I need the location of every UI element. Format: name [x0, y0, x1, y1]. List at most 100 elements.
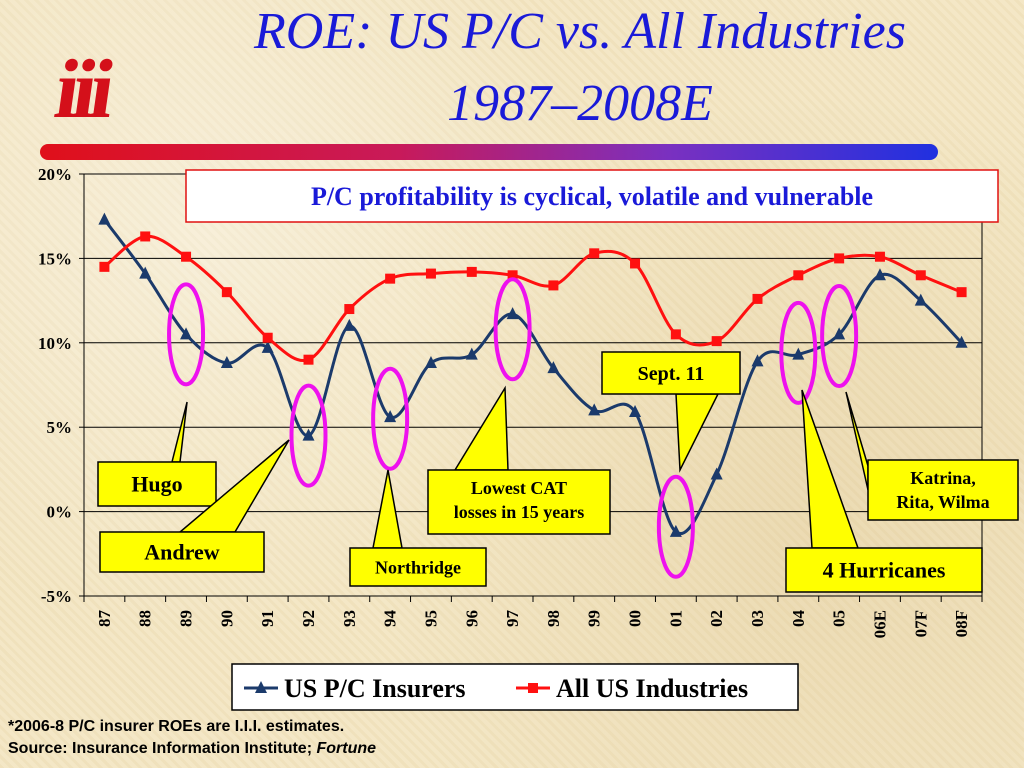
callout-box — [601, 351, 741, 395]
pc-triangle-marker — [955, 335, 968, 348]
all-square-marker — [670, 329, 681, 340]
callout-label: Northridge — [375, 557, 461, 577]
x-tick-label: 05 — [830, 610, 849, 627]
all-square-marker — [425, 268, 436, 279]
legend-box — [231, 663, 799, 711]
pc-triangle-marker — [914, 293, 927, 306]
source-text: Source: Insurance Information Institute; — [8, 740, 317, 757]
all-square-marker — [630, 258, 641, 269]
all-square-marker — [589, 248, 600, 259]
x-tick-label: 97 — [503, 610, 522, 628]
pc-triangle-marker — [669, 524, 682, 537]
pc-triangle-marker — [792, 347, 805, 360]
x-tick-label: 92 — [299, 610, 318, 627]
pc-triangle-marker — [180, 327, 193, 340]
callout-box — [99, 531, 265, 573]
legend-label: US P/C Insurers — [284, 674, 466, 703]
pc-triangle-marker — [139, 266, 152, 279]
source-fortune: Fortune — [316, 740, 377, 757]
all-square-marker — [303, 354, 314, 365]
x-tick-label: 98 — [544, 610, 563, 627]
pc-triangle-marker — [220, 356, 233, 369]
callout-label: 4 Hurricanes — [823, 558, 946, 583]
gradient-divider — [40, 144, 938, 160]
x-tick-label: 02 — [707, 610, 726, 627]
all-square-marker — [874, 251, 885, 262]
pc-triangle-marker — [751, 354, 764, 367]
callout-pointer — [845, 391, 869, 491]
pc-triangle-marker — [424, 356, 437, 369]
callout-label: Katrina, Rita, Wilma — [896, 468, 989, 512]
series-line-all-industries — [103, 234, 963, 363]
y-tick-label: -5% — [41, 587, 72, 606]
y-tick-label: 5% — [47, 418, 73, 437]
callout-box — [867, 459, 1019, 521]
callout-pointer — [801, 389, 860, 549]
slide-title-line1: ROE: US P/C vs. All Industries — [254, 3, 906, 60]
callout-label: Sept. 11 — [638, 363, 705, 385]
event-ellipse — [289, 383, 328, 488]
pc-triangle-marker — [547, 361, 560, 374]
pc-triangle-marker — [710, 467, 723, 480]
x-tick-label: 91 — [258, 610, 277, 627]
all-square-marker — [834, 253, 845, 264]
x-tick-label: 07F — [911, 610, 930, 637]
all-square-marker — [140, 231, 151, 242]
all-square-marker — [466, 266, 477, 277]
y-tick-label: 0% — [47, 503, 73, 522]
event-ellipse — [779, 300, 818, 405]
x-tick-label: 04 — [789, 610, 808, 628]
all-square-marker — [793, 270, 804, 281]
x-tick-label: 87 — [95, 610, 114, 628]
pc-triangle-marker — [302, 428, 315, 441]
event-ellipse — [493, 277, 532, 382]
pc-triangle-marker — [98, 212, 111, 225]
pc-triangle-marker — [588, 403, 601, 416]
headline-box — [185, 169, 999, 223]
callout-pointer — [675, 393, 720, 473]
all-square-marker — [385, 273, 396, 284]
event-ellipse — [167, 282, 206, 387]
headline-text: P/C profitability is cyclical, volatile … — [311, 182, 873, 211]
x-tick-label: 88 — [136, 610, 155, 627]
callout-label: Lowest CAT losses in 15 years — [454, 478, 585, 522]
all-square-marker — [752, 293, 763, 304]
pc-triangle-marker — [873, 268, 886, 281]
callout-label: Andrew — [144, 540, 219, 565]
pc-triangle-marker — [343, 318, 356, 331]
legend-square-marker — [528, 683, 538, 693]
y-tick-label: 15% — [38, 249, 72, 268]
x-tick-label: 01 — [666, 610, 685, 627]
all-square-marker — [262, 332, 273, 343]
all-square-marker — [344, 304, 355, 315]
callout-pointer — [372, 469, 403, 549]
all-square-marker — [507, 270, 518, 281]
all-square-marker — [221, 287, 232, 298]
all-square-marker — [915, 270, 926, 281]
x-tick-label: 95 — [421, 610, 440, 627]
event-ellipse — [656, 474, 695, 579]
x-tick-label: 89 — [177, 610, 196, 627]
footnote-source: Source: Insurance Information Institute;… — [8, 740, 376, 758]
callout-pointer — [171, 401, 188, 463]
y-tick-label: 10% — [38, 334, 72, 353]
x-tick-label: 08F — [952, 610, 971, 637]
x-tick-label: 99 — [585, 610, 604, 627]
legend-triangle-marker — [255, 681, 267, 693]
footnote-estimates: *2006-8 P/C insurer ROEs are I.I.I. esti… — [8, 718, 345, 735]
callout-box — [97, 461, 217, 507]
all-square-marker — [99, 261, 110, 272]
pc-triangle-marker — [506, 307, 519, 320]
slide-title-line2: 1987–2008E — [447, 75, 713, 132]
event-ellipse — [371, 366, 410, 471]
callout-box — [785, 547, 983, 593]
pc-triangle-marker — [465, 347, 478, 360]
all-square-marker — [548, 280, 559, 291]
callout-label: Hugo — [131, 472, 182, 497]
x-tick-label: 93 — [340, 610, 359, 627]
callout-pointer — [453, 385, 509, 471]
x-tick-label: 00 — [626, 610, 645, 627]
legend-label: All US Industries — [556, 674, 748, 703]
all-square-marker — [181, 251, 192, 262]
